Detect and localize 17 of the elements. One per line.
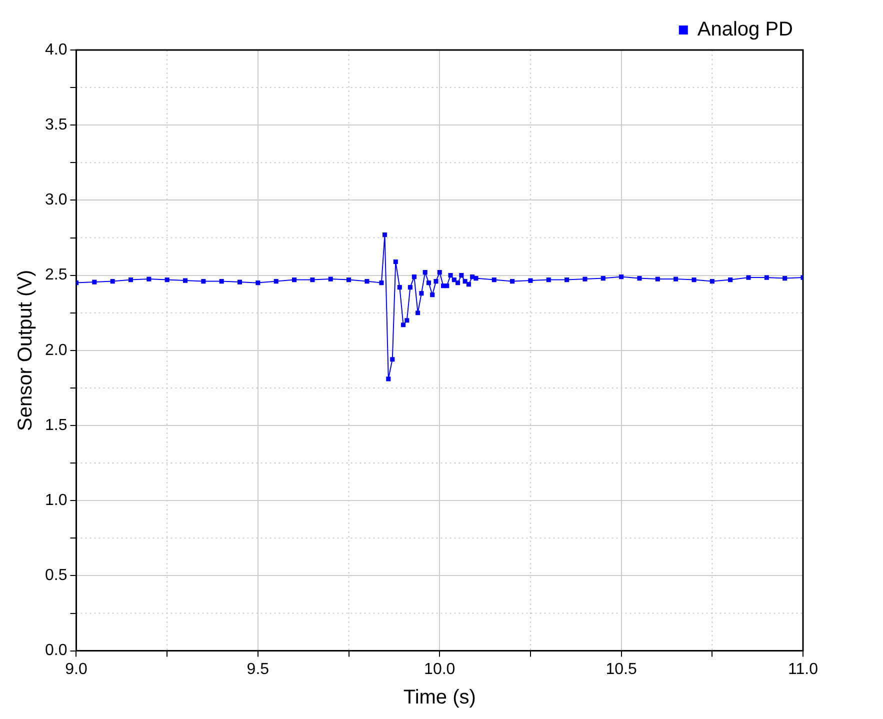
y-tick-label: 4.0 [44,41,68,58]
x-tick-label: 11.0 [788,660,818,678]
x-tick-label: 9.5 [246,660,270,678]
y-tick-label: 3.0 [44,192,68,209]
x-tick-label: 10.0 [424,660,456,678]
y-tick-label: 0.5 [44,567,68,584]
x-tick-label: 9.0 [65,660,88,678]
y-tick-label: 2.0 [44,342,68,359]
y-tick-label: 1.5 [44,416,68,434]
legend-label: Analog PD [697,18,794,41]
x-axis-title: Time (s) [403,686,476,709]
y-tick-label: 2.5 [44,266,68,284]
y-tick-label: 1.0 [44,492,68,510]
y-tick-label: 0.0 [44,642,68,660]
y-axis-title: Sensor Output (V) [14,270,37,431]
y-tick-label: 3.5 [44,116,68,134]
x-tick-label: 10.5 [606,660,637,678]
